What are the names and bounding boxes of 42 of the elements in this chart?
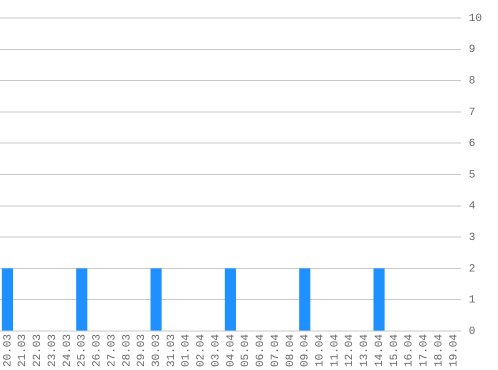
x-tick-label: 30.03: [150, 334, 163, 368]
x-tick-label: 16.04: [404, 334, 416, 368]
x-tick-label: 11.04: [329, 334, 342, 368]
y-tick-label: 1: [468, 294, 476, 307]
x-tick-label: 28.03: [121, 334, 134, 368]
x-tick-label: 02.04: [196, 334, 208, 368]
x-tick-label: 07.04: [270, 334, 282, 368]
x-tick-label: 09.04: [300, 334, 312, 368]
x-tick-label: 24.03: [62, 334, 74, 368]
y-tick-label: 4: [468, 200, 476, 213]
x-tick-label: 04.04: [225, 334, 238, 368]
x-tick-label: 03.04: [210, 334, 222, 368]
x-tick-label: 06.04: [255, 334, 268, 368]
x-tick-label: 01.04: [180, 334, 193, 368]
x-tick-label: 29.03: [136, 334, 148, 368]
x-tick-label: 31.03: [166, 334, 178, 368]
y-tick-label: 0: [468, 326, 476, 338]
x-tick-label: 22.03: [32, 334, 44, 368]
y-tick-label: 6: [468, 138, 476, 150]
x-tick-label: 21.03: [17, 334, 30, 368]
x-tick-label: 14.04: [374, 334, 386, 368]
x-tick-label: 20.03: [2, 334, 14, 368]
x-tick-label: 19.04: [448, 334, 460, 368]
x-tick-label: 13.04: [359, 334, 372, 368]
x-tick-label: 27.03: [106, 334, 118, 368]
x-tick-label: 17.04: [418, 334, 431, 368]
x-tick-label: 25.03: [76, 334, 89, 368]
x-tick-label: 08.04: [284, 334, 297, 368]
x-tick-label: 10.04: [314, 334, 326, 368]
x-tick-label: 05.04: [240, 334, 252, 368]
x-tick-label: 18.04: [433, 334, 446, 368]
y-tick-label: 2: [468, 263, 476, 276]
x-tick-label: 15.04: [388, 334, 401, 368]
y-tick-label: 8: [468, 76, 476, 88]
y-tick-label: 5: [468, 169, 476, 182]
y-tick-label: 7: [468, 106, 476, 119]
y-tick-label: 3: [468, 232, 476, 244]
x-tick-label: 26.03: [92, 334, 104, 368]
x-tick-label: 12.04: [344, 334, 356, 368]
y-tick-label: 9: [468, 44, 476, 56]
y-tick-label: 10: [468, 12, 482, 25]
x-tick-label: 23.03: [46, 334, 59, 368]
